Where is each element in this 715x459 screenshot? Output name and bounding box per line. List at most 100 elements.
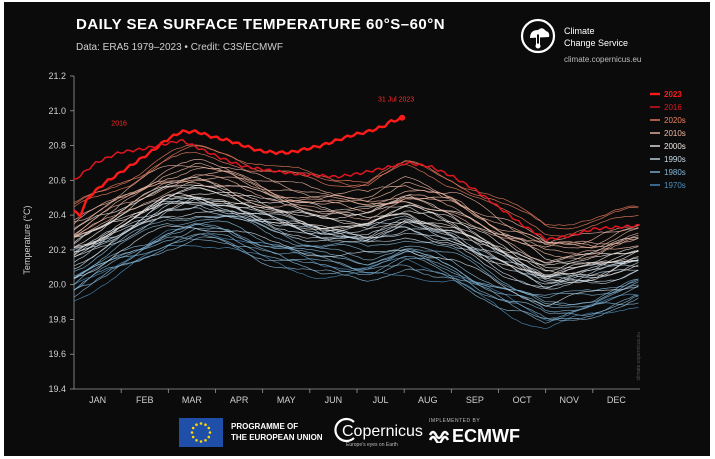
eu-flag-icon	[179, 418, 223, 447]
annotation-label: 2016	[111, 121, 127, 128]
y-tick-label: 20.0	[48, 280, 66, 290]
c3s-name-line2: Change Service	[564, 38, 629, 48]
eu-star	[191, 426, 195, 430]
eu-star	[207, 426, 211, 430]
year-line-2010s	[73, 164, 639, 244]
x-tick-label: FEB	[136, 395, 154, 405]
eu-star	[199, 422, 203, 425]
chart-subtitle: Data: ERA5 1979–2023 • Credit: C3S/ECMWF	[76, 42, 283, 53]
c3s-url: climate.copernicus.eu	[564, 55, 642, 64]
year-line-1980s	[73, 223, 639, 313]
year-line-2010s	[73, 174, 639, 256]
x-tick-label: MAR	[182, 395, 203, 405]
highlight-lines	[73, 114, 641, 242]
series-line-2016	[73, 139, 641, 242]
legend-label: 2023	[664, 90, 682, 99]
year-line-2000s	[73, 196, 639, 284]
year-line-2010s	[73, 180, 639, 260]
annotations: 31 Jul 2023 2016	[111, 97, 414, 128]
eu-programme-line2: THE EUROPEAN UNION	[231, 433, 323, 442]
annotation-label: 31 Jul 2023	[378, 97, 414, 104]
y-tick-label: 21.2	[48, 71, 66, 81]
eu-star	[191, 435, 195, 439]
year-line-1970s	[73, 244, 639, 330]
x-tick-label: JUL	[373, 395, 389, 405]
eu-programme-line1: PROGRAMME OF	[231, 422, 299, 431]
legend: 2023 2016 2020s 2010s 2000s 1990s 1980s 1970s	[650, 90, 686, 190]
y-tick-label: 20.6	[48, 175, 66, 185]
y-tick-label: 20.8	[48, 141, 66, 151]
chart-title: DAILY SEA SURFACE TEMPERATURE 60°S–60°N	[76, 16, 446, 33]
y-tick-label: 20.2	[48, 245, 66, 255]
year-line-1980s	[73, 220, 639, 305]
eu-star	[204, 439, 207, 442]
year-line-1990s	[73, 200, 639, 280]
year-line-2020s	[73, 144, 639, 226]
ecmwf-name: ECMWF	[452, 426, 520, 446]
y-tick-label: 20.4	[48, 210, 66, 220]
legend-label: 2010s	[664, 129, 686, 138]
legend-label: 2016	[664, 103, 682, 112]
eu-star	[208, 431, 212, 434]
copernicus-tagline: Europe's eyes on Earth	[346, 442, 398, 448]
eu-star	[195, 423, 198, 426]
chart-panel: DAILY SEA SURFACE TEMPERATURE 60°S–60°N …	[4, 2, 710, 456]
year-line-1990s	[73, 201, 639, 285]
y-tick-label: 19.6	[48, 349, 66, 359]
climate-change-service-logo-icon	[520, 18, 556, 54]
year-line-1990s	[73, 210, 639, 288]
legend-label: 1990s	[664, 155, 686, 164]
series-2023-end-point	[399, 114, 406, 121]
x-tick-label: MAY	[277, 395, 296, 405]
year-line-1980s	[73, 214, 639, 299]
x-tick-label: APR	[230, 395, 249, 405]
year-line-1980s	[73, 215, 639, 296]
x-tick-label: SEP	[466, 395, 484, 405]
legend-label: 2020s	[664, 116, 686, 125]
year-line-2000s	[73, 186, 639, 272]
year-line-2010s	[73, 176, 639, 248]
ecmwf-implemented-by: IMPLEMENTED BY	[429, 418, 481, 424]
year-line-1970s	[73, 227, 639, 322]
year-line-2020s	[73, 151, 639, 237]
legend-label: 1980s	[664, 168, 686, 177]
legend-label: 2000s	[664, 142, 686, 151]
eu-star	[190, 431, 194, 434]
year-line-2020s	[73, 145, 639, 230]
eu-star	[204, 423, 207, 426]
x-tick-label: AUG	[418, 395, 438, 405]
series-line-2023	[73, 116, 402, 218]
watermark: climate.copernicus.eu	[636, 332, 642, 381]
year-line-2000s	[73, 177, 639, 263]
y-tick-label: 19.4	[48, 384, 66, 394]
copernicus-name: Copernicus	[342, 423, 423, 440]
sst-line-chart: 19.4 19.6 19.8 20.0 20.2 20.4 20.6 20.8 21.0 21.2…	[22, 71, 686, 405]
year-line-2000s	[73, 201, 639, 276]
c3s-name-line1: Climate	[564, 26, 595, 36]
year-line-1990s	[73, 198, 639, 282]
x-tick-label: JAN	[89, 395, 106, 405]
footer: PROGRAMME OF THE EUROPEAN UNION Copernic…	[4, 409, 710, 454]
ecmwf-logo-icon	[428, 430, 450, 443]
eu-star	[195, 439, 198, 442]
x-tick-label: JUN	[325, 395, 343, 405]
year-line-1990s	[73, 225, 639, 307]
copernicus-logo-icon	[334, 417, 355, 443]
x-tick-label: DEC	[607, 395, 627, 405]
year-line-2000s	[73, 185, 639, 275]
legend-label: 1970s	[664, 181, 686, 190]
year-line-1980s	[73, 236, 639, 320]
y-axis-label: Temperature (°C)	[22, 205, 32, 274]
x-axis: JAN FEB MAR APR MAY JUN JUL AUG SEP OCT NOV DEC	[74, 388, 640, 405]
decade-lines	[73, 144, 639, 330]
y-tick-label: 21.0	[48, 106, 66, 116]
eu-star	[207, 435, 211, 439]
x-tick-label: NOV	[559, 395, 579, 405]
x-tick-label: OCT	[513, 395, 533, 405]
y-tick-label: 19.8	[48, 314, 66, 324]
eu-star	[199, 440, 203, 443]
year-line-1980s	[73, 236, 639, 324]
year-line-2010s	[73, 167, 639, 249]
y-axis: 19.4 19.6 19.8 20.0 20.2 20.4 20.6 20.8 21.0 21.2	[48, 71, 75, 394]
year-line-2010s	[73, 159, 639, 245]
